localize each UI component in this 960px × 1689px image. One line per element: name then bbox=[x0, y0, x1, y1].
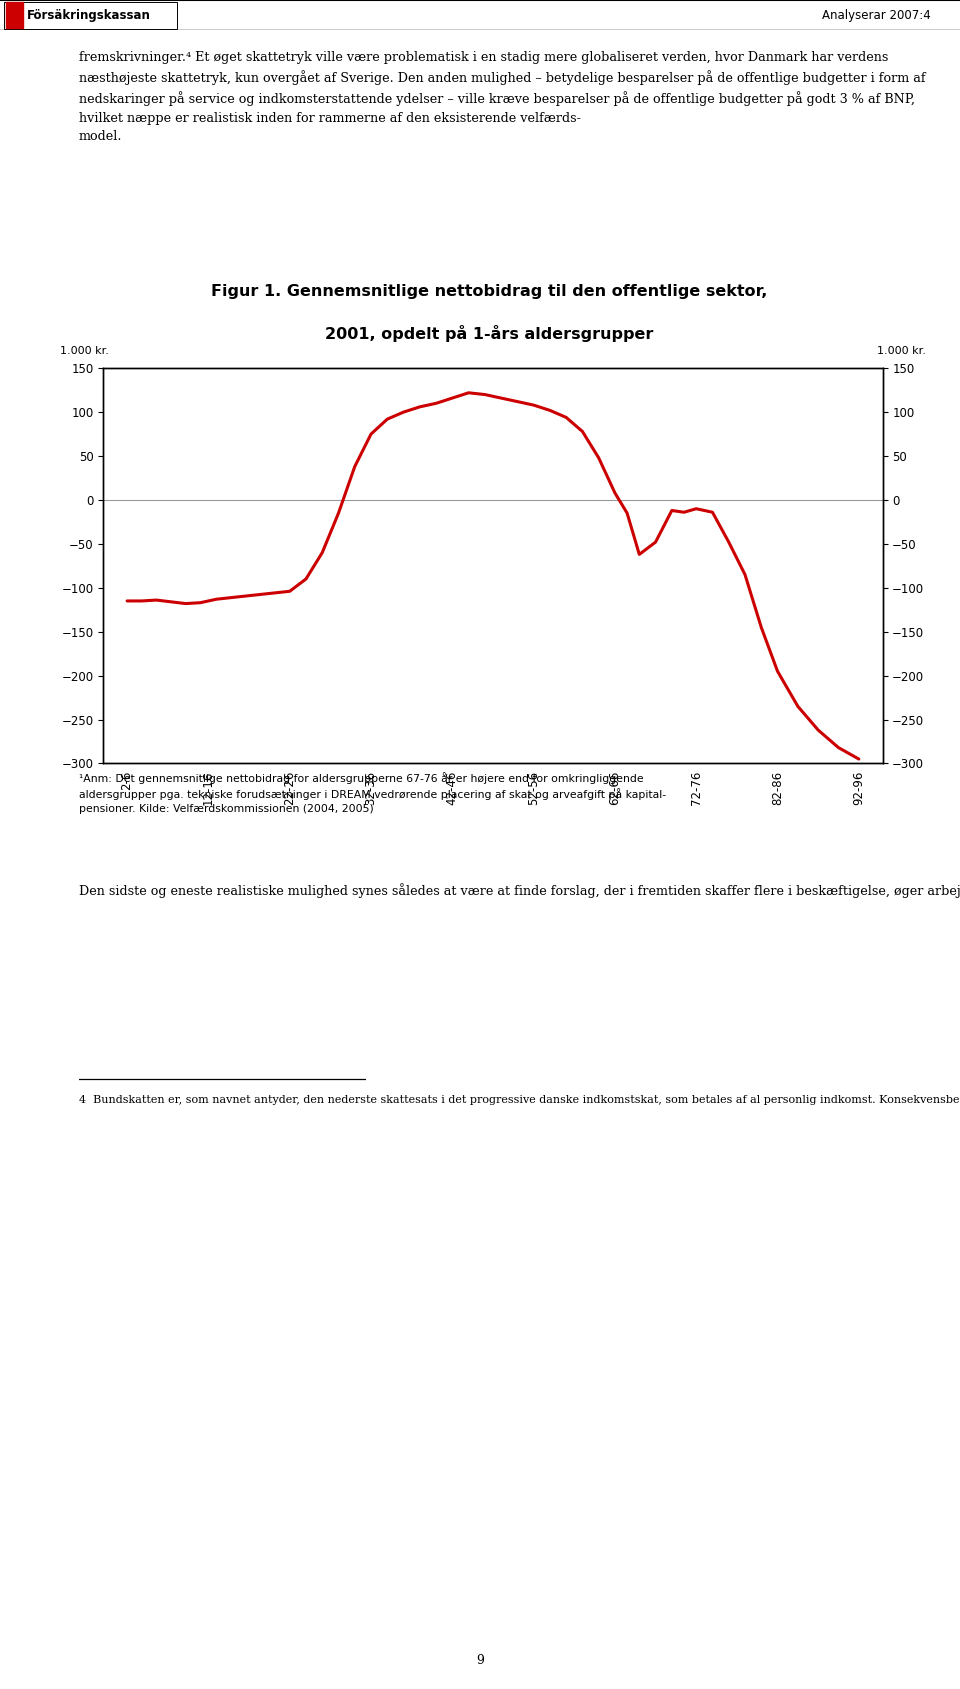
Text: Den sidste og eneste realistiske mulighed synes således at være at finde forslag: Den sidste og eneste realistiske mulighe… bbox=[79, 883, 960, 899]
Text: Analyserar 2007:4: Analyserar 2007:4 bbox=[823, 8, 931, 22]
Bar bbox=[4, 2, 177, 29]
Text: ¹Anm: Det gennemsnitlige nettobidrag for aldersgrupperne 67-76 år er højere end : ¹Anm: Det gennemsnitlige nettobidrag for… bbox=[79, 772, 666, 814]
Text: Figur 1. Gennemsnitlige nettobidrag til den offentlige sektor,: Figur 1. Gennemsnitlige nettobidrag til … bbox=[211, 284, 768, 299]
Text: fremskrivninger.⁴ Et øget skattetryk ville være problematisk i en stadig mere gl: fremskrivninger.⁴ Et øget skattetryk vil… bbox=[79, 51, 925, 144]
Bar bbox=[6, 2, 23, 29]
Text: 2001, opdelt på 1-års aldersgrupper: 2001, opdelt på 1-års aldersgrupper bbox=[325, 324, 654, 341]
Text: Försäkringskassan: Försäkringskassan bbox=[27, 8, 151, 22]
Text: 9: 9 bbox=[476, 1654, 484, 1667]
Text: 4  Bundskatten er, som navnet antyder, den nederste skattesats i det progressive: 4 Bundskatten er, som navnet antyder, de… bbox=[79, 1094, 960, 1105]
Text: 1.000 kr.: 1.000 kr. bbox=[877, 346, 926, 356]
Text: 1.000 kr.: 1.000 kr. bbox=[60, 346, 108, 356]
